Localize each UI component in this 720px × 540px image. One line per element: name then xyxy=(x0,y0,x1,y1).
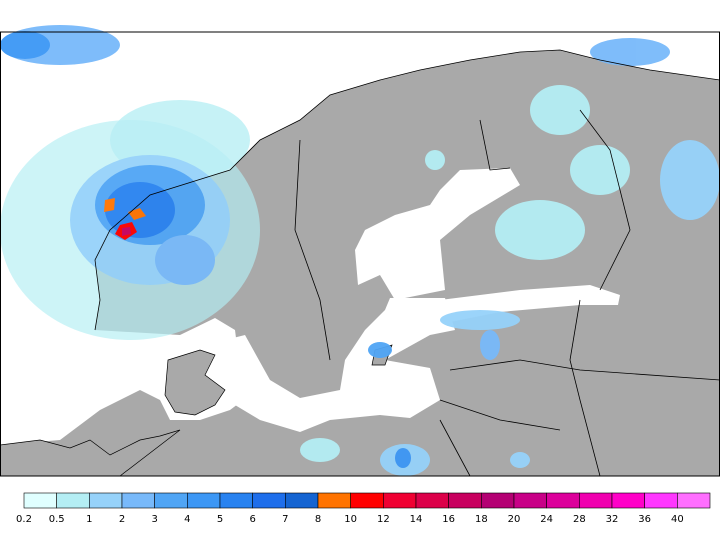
legend-swatch xyxy=(317,492,351,509)
legend-swatch xyxy=(644,492,678,509)
legend-swatch xyxy=(546,492,580,509)
legend-label: 0.5 xyxy=(49,514,65,525)
legend-swatch xyxy=(611,492,645,509)
legend-label: 2 xyxy=(119,514,125,525)
legend-label: 20 xyxy=(508,514,521,525)
legend-swatch xyxy=(187,492,221,509)
legend-label: 16 xyxy=(442,514,455,525)
legend-label: 18 xyxy=(475,514,488,525)
precipitation-map xyxy=(0,25,720,477)
legend-label: 7 xyxy=(282,514,288,525)
legend-label: 10 xyxy=(344,514,357,525)
legend-label: 3 xyxy=(151,514,157,525)
baltic-sea xyxy=(225,298,455,432)
legend-label: 36 xyxy=(638,514,651,525)
precipitation-overlay xyxy=(0,25,720,476)
legend-swatch xyxy=(415,492,449,509)
legend-swatch xyxy=(383,492,417,509)
denmark xyxy=(164,349,226,416)
legend-label: 24 xyxy=(540,514,553,525)
legend-swatch xyxy=(89,492,123,509)
legend-label: 28 xyxy=(573,514,586,525)
legend-swatch xyxy=(252,492,286,509)
legend-label: 32 xyxy=(606,514,619,525)
legend-swatch xyxy=(677,492,711,509)
legend-swatch xyxy=(285,492,319,509)
legend-swatch xyxy=(448,492,482,509)
legend-swatch xyxy=(154,492,188,509)
legend-swatch xyxy=(513,492,547,509)
legend-swatch xyxy=(56,492,90,509)
legend-swatch xyxy=(350,492,384,509)
legend-label: 0.2 xyxy=(16,514,32,525)
legend-label: 14 xyxy=(410,514,423,525)
legend-label: 12 xyxy=(377,514,390,525)
legend-label: 6 xyxy=(249,514,255,525)
legend-label: 1 xyxy=(86,514,92,525)
legend-swatch xyxy=(121,492,155,509)
legend-swatch xyxy=(23,492,57,509)
legend-swatch xyxy=(579,492,613,509)
legend-label: 8 xyxy=(315,514,321,525)
legend-label: 5 xyxy=(217,514,223,525)
gulf-of-bothnia xyxy=(355,168,520,300)
borders xyxy=(94,49,720,477)
legend-label: 40 xyxy=(671,514,684,525)
legend-label: 4 xyxy=(184,514,190,525)
legend-swatch xyxy=(219,492,253,509)
legend-swatch xyxy=(481,492,515,509)
